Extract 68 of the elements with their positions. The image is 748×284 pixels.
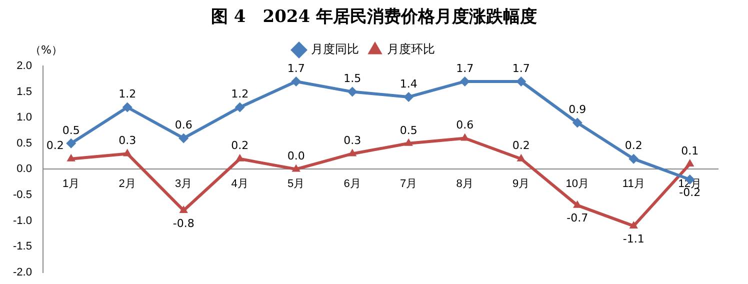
data-label: 0.3 xyxy=(118,134,136,148)
point xyxy=(404,138,413,146)
data-label: 0.3 xyxy=(344,134,362,148)
data-label: 1.4 xyxy=(400,77,418,90)
point xyxy=(66,154,76,162)
x-tick-label: 8月 xyxy=(456,178,474,190)
point xyxy=(234,102,245,112)
data-label: 0.9 xyxy=(568,103,586,116)
chart-title: 图 4 2024 年居民消费价格月度涨跌幅度 xyxy=(210,6,538,29)
data-label: 0.6 xyxy=(456,118,474,132)
point xyxy=(629,220,638,228)
y-tick-label: -1.0 xyxy=(12,214,32,227)
x-tick-label: 10月 xyxy=(566,178,589,190)
point xyxy=(292,164,300,172)
data-label: -0.8 xyxy=(172,216,194,230)
point xyxy=(348,148,357,156)
data-label: 0.2 xyxy=(512,139,530,152)
data-label: 1.2 xyxy=(231,88,249,101)
point xyxy=(236,154,244,162)
data-label: 0.1 xyxy=(681,144,699,158)
y-tick-label: 0.5 xyxy=(16,137,32,150)
legend-label: 月度环比 xyxy=(387,42,435,56)
y-tick-label: 1.0 xyxy=(16,112,32,124)
data-label: 0.5 xyxy=(62,124,80,137)
x-tick-label: 6月 xyxy=(344,178,361,190)
point xyxy=(460,76,470,86)
data-label: 0.6 xyxy=(174,118,192,132)
data-label: 1.7 xyxy=(287,62,305,75)
data-label: 1.7 xyxy=(512,62,530,75)
point xyxy=(404,92,414,102)
x-tick-label: 5月 xyxy=(288,178,305,190)
point xyxy=(516,76,526,86)
point xyxy=(686,159,694,167)
point xyxy=(123,148,132,156)
y-tick-label: -0.5 xyxy=(12,189,32,202)
data-label: 1.5 xyxy=(344,72,362,86)
y-tick-label: 2.0 xyxy=(16,60,32,72)
point xyxy=(179,205,188,213)
point xyxy=(516,154,526,162)
data-label: 1.7 xyxy=(456,62,474,75)
y-tick-label: -1.5 xyxy=(12,240,32,253)
x-tick-label: 1月 xyxy=(62,178,80,190)
data-label: 1.2 xyxy=(118,88,136,101)
data-label: 0.2 xyxy=(624,139,642,152)
x-tick-label: 9月 xyxy=(512,178,530,190)
legend-label: 月度同比 xyxy=(311,42,359,56)
y-tick-label: 0.0 xyxy=(16,163,32,176)
x-tick-label: 4月 xyxy=(231,178,248,190)
point xyxy=(347,86,358,97)
y-tick-label: 1.5 xyxy=(16,86,32,98)
point xyxy=(122,102,132,112)
data-label: 0.2 xyxy=(46,139,64,152)
x-tick-label: 7月 xyxy=(400,178,418,190)
data-label: -1.1 xyxy=(622,232,644,246)
data-label: 0.2 xyxy=(231,139,249,152)
y-tick-label: -2.0 xyxy=(12,266,32,278)
point xyxy=(628,154,639,164)
data-label: 0.5 xyxy=(400,124,418,137)
point xyxy=(178,133,189,144)
data-label: -0.7 xyxy=(566,212,588,225)
point xyxy=(572,118,582,128)
data-label: 0.0 xyxy=(287,150,305,163)
point xyxy=(291,76,302,86)
y-axis-title: （%） xyxy=(30,43,62,56)
point xyxy=(66,138,76,148)
x-tick-label: 3月 xyxy=(175,178,192,190)
x-tick-label: 2月 xyxy=(118,178,136,190)
x-tick-label: 11月 xyxy=(622,178,645,190)
